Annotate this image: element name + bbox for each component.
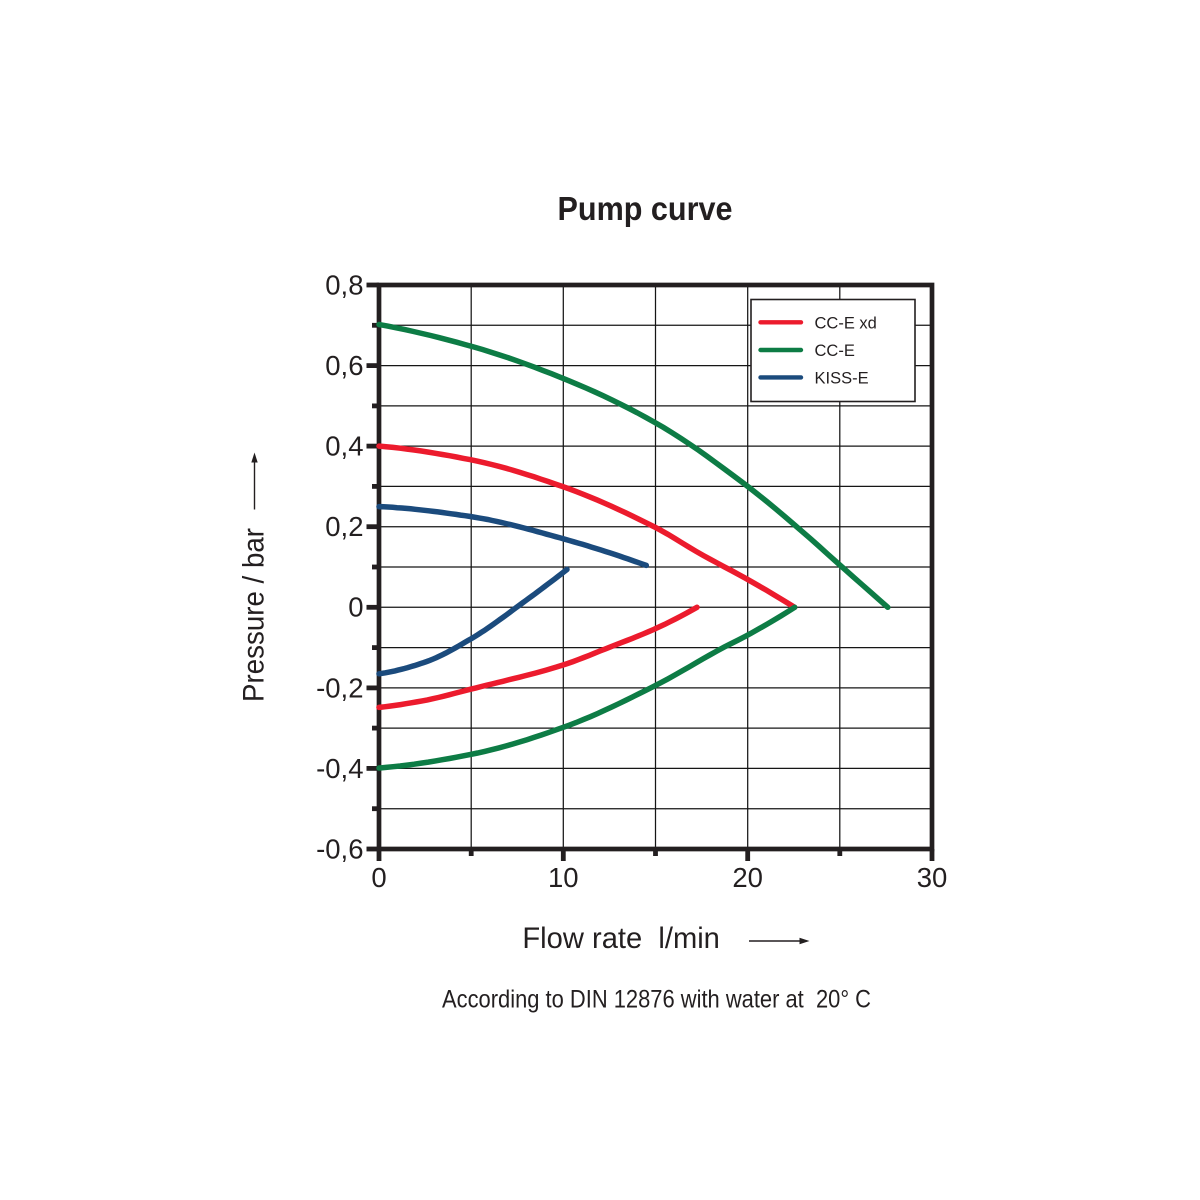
svg-text:Pump curve: Pump curve xyxy=(558,190,733,227)
svg-text:0,6: 0,6 xyxy=(325,350,363,381)
svg-text:-0,2: -0,2 xyxy=(316,672,363,703)
svg-text:CC-E: CC-E xyxy=(815,342,855,360)
svg-text:-0,4: -0,4 xyxy=(316,753,363,784)
svg-text:30: 30 xyxy=(917,862,948,893)
svg-text:0,2: 0,2 xyxy=(325,511,363,542)
svg-text:CC-E xd: CC-E xd xyxy=(815,314,877,332)
svg-text:10: 10 xyxy=(548,862,579,893)
svg-text:According to DIN 12876 with wa: According to DIN 12876 with water at 20°… xyxy=(442,986,871,1014)
svg-text:-0,6: -0,6 xyxy=(316,833,363,864)
svg-text:0,8: 0,8 xyxy=(325,269,363,300)
svg-text:0: 0 xyxy=(371,862,386,893)
svg-text:0,4: 0,4 xyxy=(325,431,363,462)
svg-text:0: 0 xyxy=(348,592,363,623)
svg-text:KISS-E: KISS-E xyxy=(815,369,869,387)
svg-text:Flow rate l/min: Flow rate l/min xyxy=(522,922,720,955)
svg-text:Pressure / bar: Pressure / bar xyxy=(238,528,271,702)
svg-text:20: 20 xyxy=(732,862,763,893)
